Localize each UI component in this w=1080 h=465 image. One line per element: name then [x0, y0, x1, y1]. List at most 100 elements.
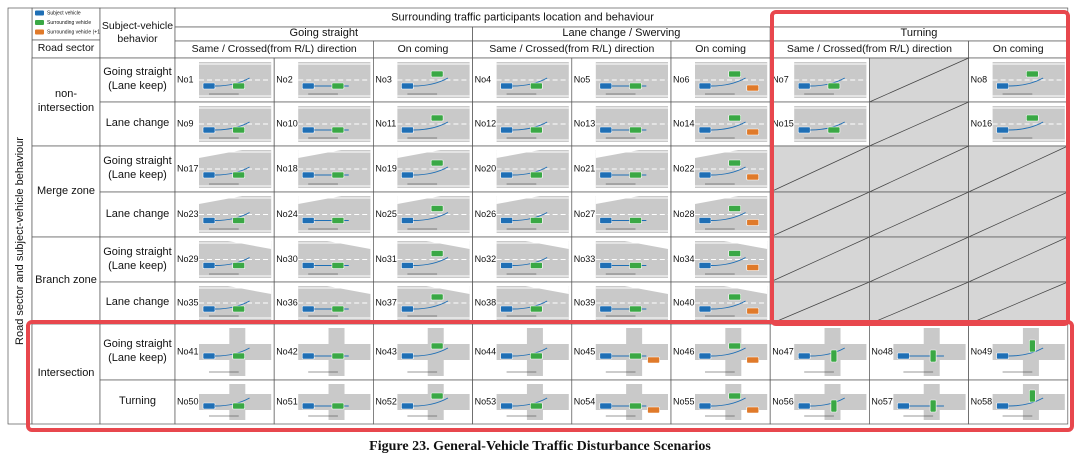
vehicle: [500, 171, 513, 179]
scenario-id: No30: [276, 254, 298, 264]
behavior-cell: [99, 323, 176, 381]
behavior: Lane change: [106, 117, 170, 129]
vehicle: [746, 173, 760, 181]
merge-lane: [397, 150, 441, 158]
vehicle: [599, 305, 613, 313]
subgroup-header: On coming: [397, 42, 449, 55]
scenario-id: No12: [475, 118, 497, 128]
trajectory: [413, 257, 449, 266]
vehicle: [301, 262, 315, 269]
vehicle: [647, 356, 660, 364]
road-sector-cell: [31, 323, 101, 425]
scenario-id: No13: [574, 118, 596, 128]
vehicle: [500, 402, 513, 410]
vehicle: [500, 352, 513, 360]
scenario-id: No32: [475, 254, 497, 264]
vehicle: [599, 402, 613, 410]
road-sector: Branch zone: [35, 273, 97, 286]
subgroup-header: Same / Crossed(from R/L) direction: [191, 42, 357, 55]
group-header: Going straight: [289, 27, 359, 40]
scenario-id: No6: [673, 74, 690, 84]
road-sector: Branch zone: [35, 273, 97, 286]
vehicle: [827, 82, 841, 90]
behavior: Turning: [119, 395, 156, 407]
subgroup-header: On coming: [992, 42, 1044, 55]
road: [427, 328, 444, 376]
vehicle: [232, 402, 246, 410]
vehicle: [629, 352, 642, 360]
behavior: Lane change: [105, 296, 170, 309]
trajectory: [710, 121, 746, 131]
vehicle: [797, 82, 811, 90]
road: [229, 384, 246, 420]
vehicle: [202, 262, 216, 269]
vehicle: [401, 262, 414, 269]
scenario-id: No5: [574, 74, 591, 84]
vehicle: [301, 352, 315, 360]
scenario-id: No33: [574, 254, 596, 264]
branch-lane: [327, 241, 371, 249]
road: [725, 328, 742, 376]
vehicle: [728, 114, 742, 122]
trajectory: [710, 300, 746, 310]
vehicle: [647, 406, 660, 414]
vehicle: [430, 205, 444, 212]
vehicle: [797, 352, 811, 360]
merge-lane: [595, 196, 640, 204]
vehicle: [996, 402, 1009, 410]
hatch: [770, 145, 870, 193]
vehicle: [599, 126, 613, 134]
subgroup-header: On coming: [397, 42, 449, 55]
merge-lane: [397, 196, 441, 204]
trajectory: [1008, 397, 1044, 407]
vehicle: [530, 171, 543, 179]
scenario-id: No4: [475, 74, 492, 84]
scenario-id: No27: [574, 209, 596, 219]
highlight-frame: [26, 320, 1074, 432]
vehicle: [830, 399, 838, 413]
vehicle: [301, 126, 315, 134]
subgroup-header: Same / Crossed(from R/L) direction: [787, 43, 952, 55]
group-header: Going straight: [289, 27, 359, 40]
trajectory: [710, 166, 746, 176]
vehicle: [1026, 70, 1039, 78]
vehicle: [698, 126, 712, 134]
vehicle: [530, 217, 543, 224]
behavior: Lane change: [106, 208, 170, 220]
caption: Figure 23. General-Vehicle Traffic Distu…: [369, 439, 711, 454]
vehicle: [1026, 114, 1039, 122]
trajectory: [413, 166, 449, 176]
vehicle: [430, 293, 444, 301]
hatch: [869, 145, 969, 193]
scenario-id: No44: [475, 346, 497, 356]
vehicle: [202, 352, 216, 360]
road-sector: non-intersection: [38, 88, 94, 114]
vehicle: [202, 305, 216, 313]
trajectory: [710, 257, 746, 266]
road-sector-cell: [31, 236, 101, 325]
road-sector-header: Road sector: [38, 42, 95, 54]
road-sector: Intersection: [37, 367, 95, 380]
scenario-id: No11: [375, 118, 396, 128]
scenario-id: No38: [475, 297, 497, 307]
scenario-id: No10: [276, 118, 298, 128]
vehicle: [530, 126, 543, 134]
trajectory: [810, 397, 845, 407]
scenario-id: No56: [772, 396, 794, 406]
vehicle: [746, 356, 760, 364]
behavior: Going straight (Lane keep): [103, 338, 171, 364]
scenario-id: No41: [177, 346, 199, 356]
vehicle: [746, 219, 760, 226]
vehicle: [746, 307, 760, 315]
merge-lane: [496, 150, 540, 158]
vehicle: [746, 406, 760, 414]
trajectory: [413, 397, 449, 407]
subgroup-header: Same / Crossed(from R/L) direction: [191, 42, 357, 55]
scenario-id: No50: [177, 396, 199, 406]
vehicle: [698, 171, 712, 179]
vehicle: [401, 305, 414, 313]
scenario-id: No54: [574, 396, 596, 406]
merge-lane: [695, 196, 739, 204]
vehicle: [331, 82, 345, 90]
